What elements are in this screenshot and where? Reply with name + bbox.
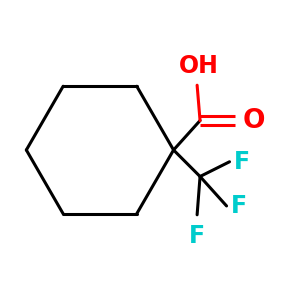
Text: F: F bbox=[189, 224, 205, 248]
Text: F: F bbox=[234, 150, 250, 174]
Text: O: O bbox=[243, 108, 265, 134]
Text: F: F bbox=[231, 194, 247, 218]
Text: OH: OH bbox=[178, 54, 218, 78]
